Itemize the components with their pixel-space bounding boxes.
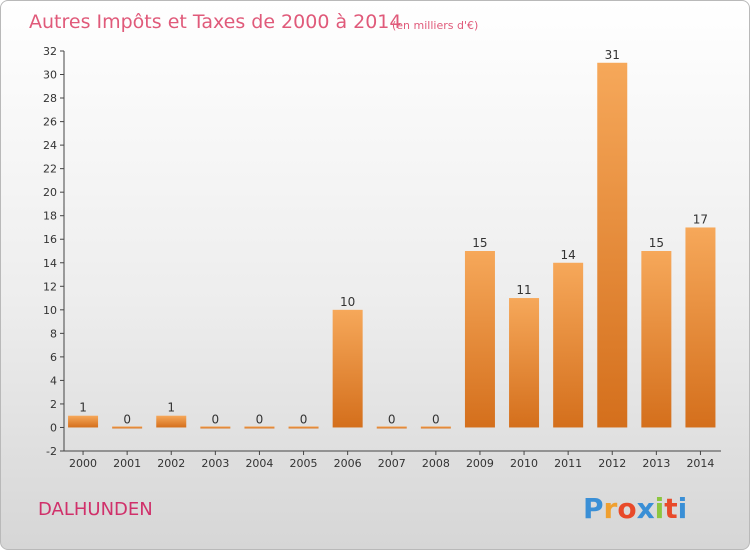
- x-tick-label: 2013: [642, 457, 670, 470]
- data-label: 15: [649, 236, 664, 250]
- bar: [641, 251, 672, 428]
- data-label: 11: [516, 283, 531, 297]
- bar: [200, 426, 231, 429]
- bar: [112, 426, 143, 429]
- y-tick-label: 16: [43, 233, 57, 246]
- x-tick-label: 2007: [378, 457, 406, 470]
- y-tick-label: 32: [43, 45, 57, 58]
- logo-letter: r: [604, 492, 618, 525]
- bar: [376, 426, 407, 429]
- logo-letter: P: [583, 492, 604, 525]
- data-label: 0: [432, 412, 440, 426]
- logo-letter: t: [664, 492, 677, 525]
- x-tick-label: 2005: [290, 457, 318, 470]
- data-label: 31: [605, 48, 620, 62]
- data-label: 1: [79, 401, 87, 415]
- x-tick-label: 2006: [334, 457, 362, 470]
- y-tick-label: 30: [43, 69, 57, 82]
- x-tick-label: 2014: [686, 457, 714, 470]
- bar: [244, 426, 275, 429]
- x-tick-label: 2008: [422, 457, 450, 470]
- bar: [685, 227, 716, 428]
- y-tick-label: 8: [50, 327, 57, 340]
- x-tick-label: 2002: [157, 457, 185, 470]
- x-tick-label: 2000: [69, 457, 97, 470]
- bar: [464, 251, 495, 428]
- data-label: 15: [472, 236, 487, 250]
- bar: [597, 62, 628, 428]
- y-tick-label: 28: [43, 92, 57, 105]
- data-label: 14: [561, 248, 576, 262]
- bar: [68, 415, 99, 428]
- data-label: 0: [212, 412, 220, 426]
- bar: [420, 426, 451, 429]
- bar: [509, 298, 540, 428]
- data-label: 17: [693, 212, 708, 226]
- logo-letter: o: [617, 492, 636, 525]
- data-label: 0: [256, 412, 264, 426]
- x-tick-label: 2004: [245, 457, 273, 470]
- data-label: 0: [300, 412, 308, 426]
- data-label: 10: [340, 295, 355, 309]
- bar: [553, 262, 584, 428]
- chart-subtitle: (en milliers d'€): [392, 19, 478, 32]
- logo-letter: i: [655, 492, 665, 525]
- y-tick-label: -2: [46, 445, 57, 458]
- data-label: 0: [388, 412, 396, 426]
- data-label: 1: [167, 401, 175, 415]
- x-tick-label: 2001: [113, 457, 141, 470]
- logo-letter: i: [678, 492, 688, 525]
- y-tick-label: 4: [50, 374, 57, 387]
- x-tick-label: 2003: [201, 457, 229, 470]
- y-tick-label: 24: [43, 139, 57, 152]
- x-tick-label: 2009: [466, 457, 494, 470]
- chart-title: Autres Impôts et Taxes de 2000 à 2014: [29, 11, 402, 33]
- y-tick-label: 2: [50, 398, 57, 411]
- y-tick-label: 12: [43, 280, 57, 293]
- y-tick-label: 26: [43, 116, 57, 129]
- bar: [332, 309, 363, 428]
- y-tick-label: 10: [43, 304, 57, 317]
- y-tick-label: 14: [43, 257, 57, 270]
- data-label: 0: [123, 412, 131, 426]
- y-tick-label: 20: [43, 186, 57, 199]
- bar: [156, 415, 187, 428]
- bar: [288, 426, 319, 429]
- y-tick-label: 18: [43, 210, 57, 223]
- y-tick-label: 22: [43, 163, 57, 176]
- x-tick-label: 2012: [598, 457, 626, 470]
- y-tick-label: 6: [50, 351, 57, 364]
- x-tick-label: 2010: [510, 457, 538, 470]
- y-tick-label: 0: [50, 421, 57, 434]
- proxiti-logo: Proxiti: [583, 492, 687, 525]
- x-tick-label: 2011: [554, 457, 582, 470]
- logo-letter: x: [637, 492, 655, 525]
- commune-name: DALHUNDEN: [38, 499, 153, 520]
